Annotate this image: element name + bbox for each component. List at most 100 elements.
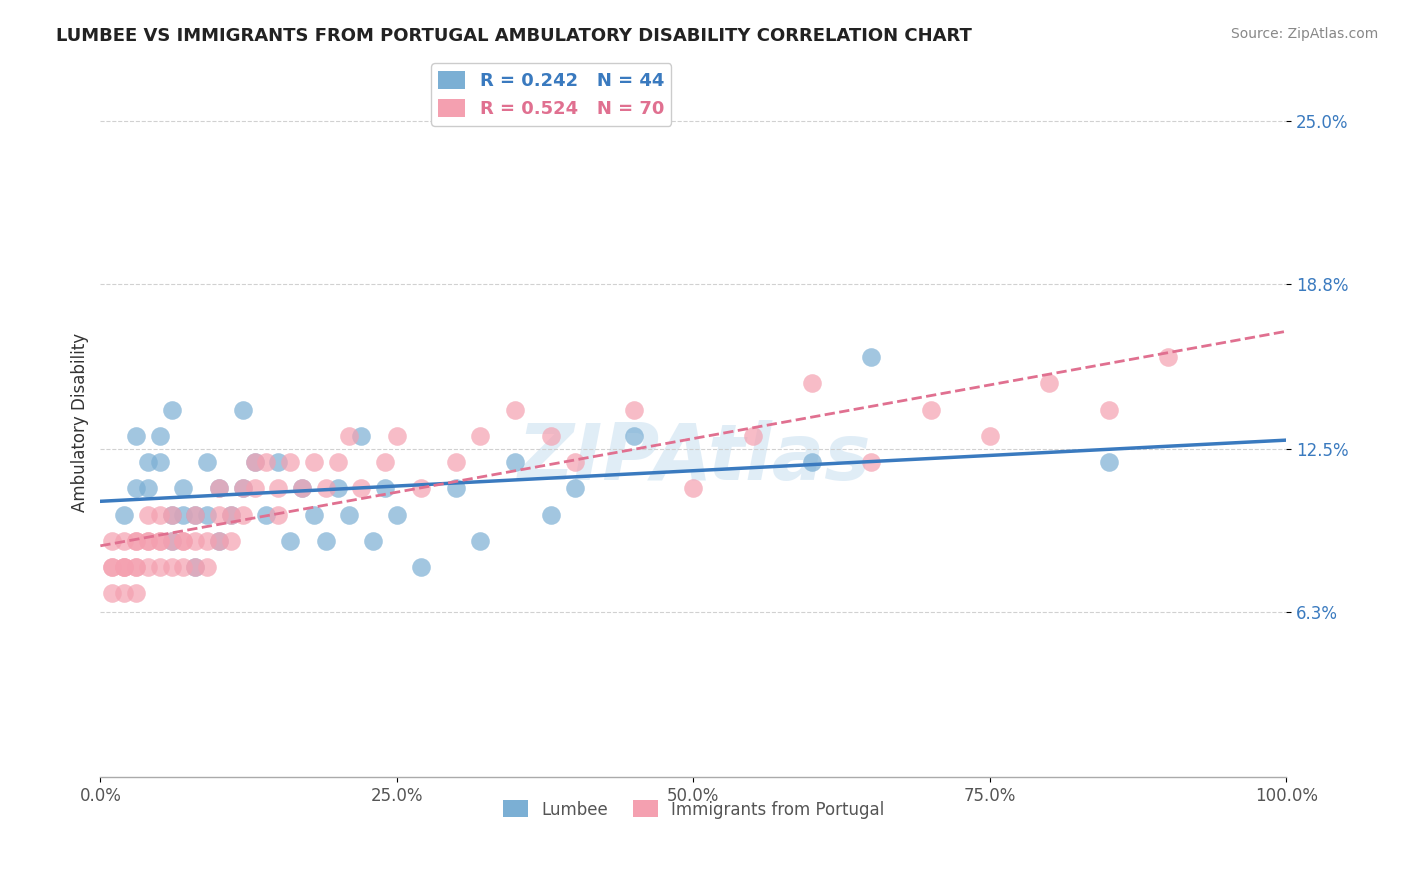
Point — [1097, 402, 1119, 417]
Point — [267, 481, 290, 495]
Point — [184, 560, 207, 574]
Point — [350, 481, 373, 495]
Point — [564, 481, 586, 495]
Point — [149, 508, 172, 522]
Point — [149, 455, 172, 469]
Point — [112, 586, 135, 600]
Point — [112, 560, 135, 574]
Point — [339, 508, 361, 522]
Point — [125, 533, 148, 548]
Point — [184, 533, 207, 548]
Point — [112, 533, 135, 548]
Point — [172, 533, 194, 548]
Point — [195, 455, 218, 469]
Point — [219, 533, 242, 548]
Point — [136, 533, 159, 548]
Point — [361, 533, 384, 548]
Point — [172, 533, 194, 548]
Point — [326, 481, 349, 495]
Point — [860, 455, 883, 469]
Point — [195, 533, 218, 548]
Point — [315, 481, 337, 495]
Point — [149, 560, 172, 574]
Point — [374, 455, 396, 469]
Point — [208, 481, 231, 495]
Point — [232, 508, 254, 522]
Point — [682, 481, 704, 495]
Point — [540, 429, 562, 443]
Point — [860, 350, 883, 364]
Point — [302, 508, 325, 522]
Point — [243, 481, 266, 495]
Point — [623, 429, 645, 443]
Point — [184, 560, 207, 574]
Point — [184, 508, 207, 522]
Point — [112, 560, 135, 574]
Point — [160, 508, 183, 522]
Point — [278, 455, 301, 469]
Point — [920, 402, 942, 417]
Point — [136, 508, 159, 522]
Point — [219, 508, 242, 522]
Point — [267, 508, 290, 522]
Point — [136, 481, 159, 495]
Text: LUMBEE VS IMMIGRANTS FROM PORTUGAL AMBULATORY DISABILITY CORRELATION CHART: LUMBEE VS IMMIGRANTS FROM PORTUGAL AMBUL… — [56, 27, 972, 45]
Y-axis label: Ambulatory Disability: Ambulatory Disability — [72, 333, 89, 512]
Point — [232, 481, 254, 495]
Point — [315, 533, 337, 548]
Point — [160, 533, 183, 548]
Point — [278, 533, 301, 548]
Point — [208, 533, 231, 548]
Point — [291, 481, 314, 495]
Point — [243, 455, 266, 469]
Point — [160, 560, 183, 574]
Point — [243, 455, 266, 469]
Point — [172, 560, 194, 574]
Point — [101, 533, 124, 548]
Point — [741, 429, 763, 443]
Point — [149, 533, 172, 548]
Point — [160, 402, 183, 417]
Point — [444, 455, 467, 469]
Point — [184, 508, 207, 522]
Point — [101, 560, 124, 574]
Point — [125, 560, 148, 574]
Point — [195, 560, 218, 574]
Point — [149, 533, 172, 548]
Point — [160, 508, 183, 522]
Point — [385, 429, 408, 443]
Point — [1097, 455, 1119, 469]
Point — [254, 508, 277, 522]
Point — [101, 586, 124, 600]
Point — [219, 508, 242, 522]
Point — [505, 455, 527, 469]
Legend: Lumbee, Immigrants from Portugal: Lumbee, Immigrants from Portugal — [496, 794, 891, 825]
Point — [564, 455, 586, 469]
Point — [125, 429, 148, 443]
Point — [101, 560, 124, 574]
Point — [254, 455, 277, 469]
Point — [339, 429, 361, 443]
Point — [1157, 350, 1180, 364]
Point — [801, 455, 824, 469]
Point — [125, 586, 148, 600]
Point — [208, 508, 231, 522]
Point — [136, 560, 159, 574]
Point — [125, 560, 148, 574]
Point — [160, 533, 183, 548]
Point — [623, 402, 645, 417]
Point — [112, 508, 135, 522]
Point — [801, 376, 824, 391]
Point — [232, 402, 254, 417]
Point — [979, 429, 1001, 443]
Point — [172, 508, 194, 522]
Point — [136, 533, 159, 548]
Point — [136, 455, 159, 469]
Point — [125, 481, 148, 495]
Point — [444, 481, 467, 495]
Point — [291, 481, 314, 495]
Point — [505, 402, 527, 417]
Text: Source: ZipAtlas.com: Source: ZipAtlas.com — [1230, 27, 1378, 41]
Point — [350, 429, 373, 443]
Point — [409, 560, 432, 574]
